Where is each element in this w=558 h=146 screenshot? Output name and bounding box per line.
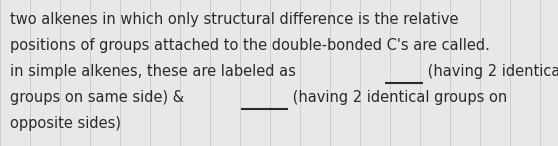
Text: ____: ____ [385,64,415,79]
Text: groups on same side) &: groups on same side) & [10,90,189,105]
Text: positions of groups attached to the double-bonded C's are called.: positions of groups attached to the doub… [10,38,490,53]
Text: _____: _____ [240,90,277,105]
Text: two alkenes in which only structural difference is the relative: two alkenes in which only structural dif… [10,12,459,27]
Text: (having 2 identical: (having 2 identical [423,64,558,79]
Text: opposite sides): opposite sides) [10,116,121,131]
Text: (having 2 identical groups on: (having 2 identical groups on [288,90,507,105]
Text: in simple alkenes, these are labeled as: in simple alkenes, these are labeled as [10,64,301,79]
